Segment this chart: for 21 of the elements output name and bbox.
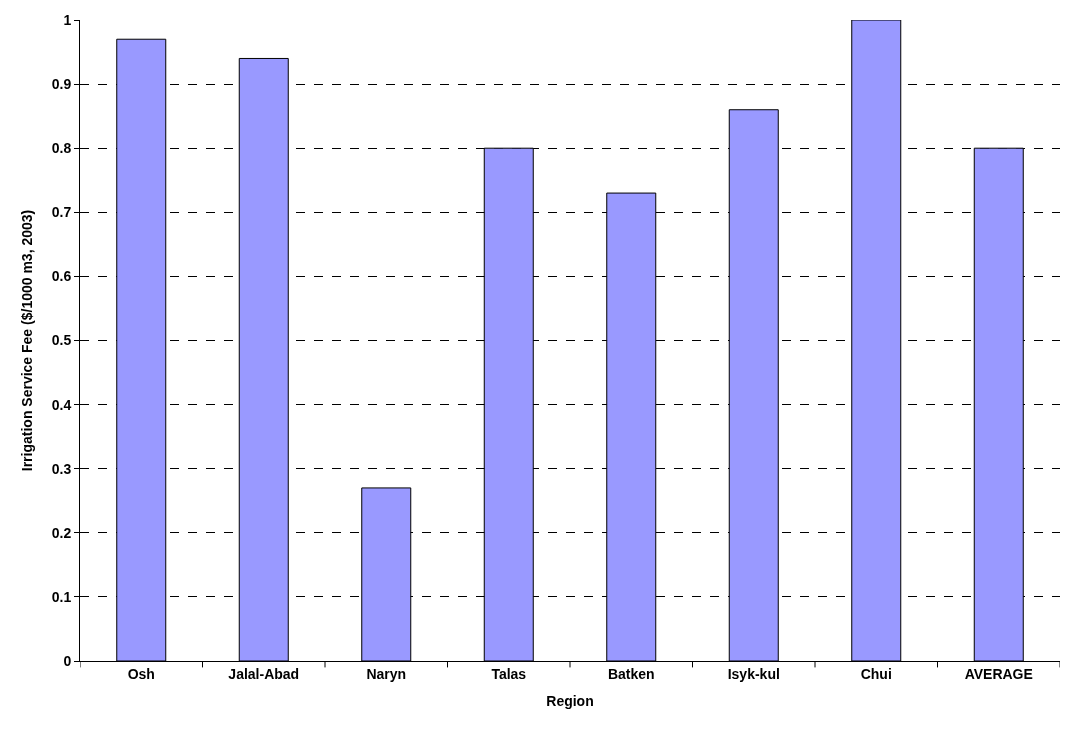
x-tick-label: Jalal-Abad	[228, 665, 300, 682]
y-tick-label: 0.7	[51, 204, 72, 221]
x-tick-label: AVERAGE	[964, 665, 1033, 682]
y-tick-label: 0.8	[51, 140, 72, 157]
x-tick-label: Batken	[607, 665, 655, 682]
y-tick-label: 0.2	[51, 524, 72, 541]
y-tick-label: 0.5	[51, 332, 72, 349]
y-axis-title: Irrigation Service Fee ($/1000 m3, 2003)	[19, 209, 36, 472]
y-tick-label: 1	[63, 11, 72, 28]
y-tick-label: 0.3	[51, 460, 72, 477]
y-tick-label: 0.6	[51, 268, 72, 285]
x-tick-label: Chui	[860, 665, 892, 682]
x-axis-title: Region	[546, 693, 594, 710]
y-tick-label: 0.9	[51, 76, 72, 92]
y-tick-label: 0.1	[51, 588, 72, 605]
y-tick-label: 0	[63, 652, 72, 669]
x-tick-label: Naryn	[366, 665, 407, 682]
x-tick-label: Osh	[127, 665, 155, 682]
x-tick-label: Talas	[491, 665, 527, 682]
x-tick-label: Isyk-kul	[727, 665, 780, 682]
y-tick-label: 0.4	[51, 396, 72, 413]
